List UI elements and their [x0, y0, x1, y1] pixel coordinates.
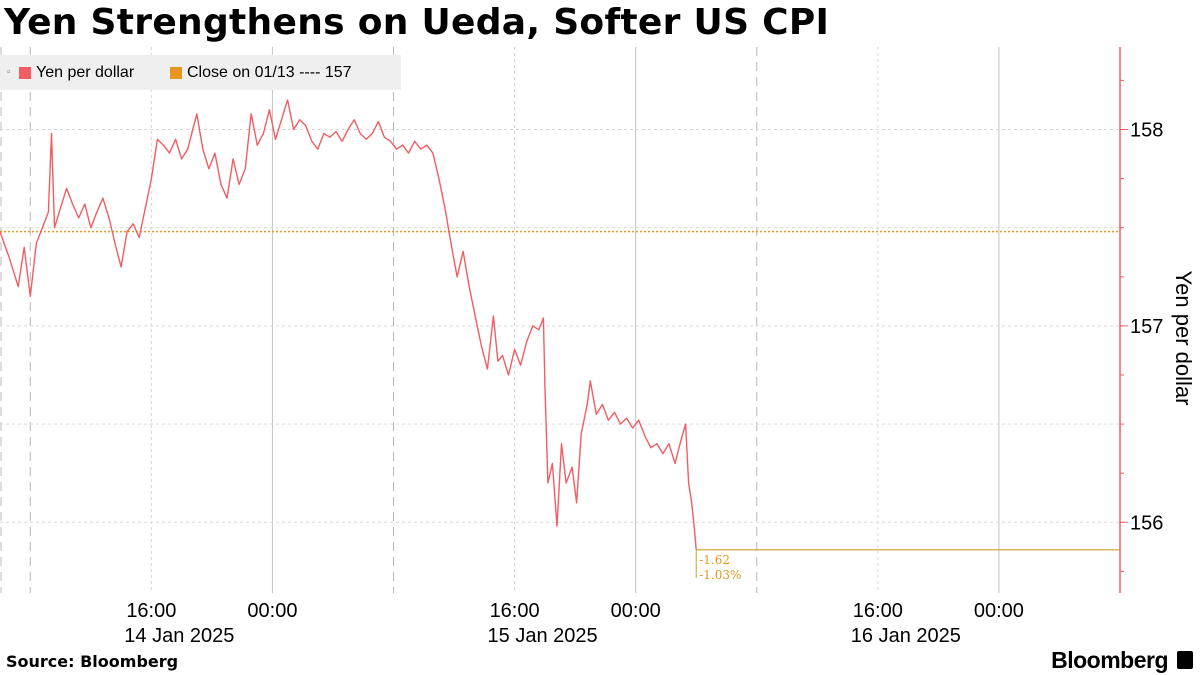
- legend: ▫ Yen per dollar Close on 01/13 ---- 157: [0, 55, 401, 90]
- x-tick-label: 00:00: [247, 600, 297, 622]
- x-date-label: 16 Jan 2025: [851, 625, 961, 647]
- legend-label-close: Close on 01/13 ---- 157: [187, 64, 352, 81]
- bloomberg-terminal-icon: [1177, 651, 1193, 669]
- x-tick-label: 00:00: [611, 600, 661, 622]
- x-tick-label: 16:00: [853, 600, 903, 622]
- x-axis: 16:00 14 Jan 2025 00:00 16:00 15 Jan 2025 00:…: [124, 600, 1024, 647]
- legend-label-yen: Yen per dollar: [36, 64, 135, 81]
- y-tick-label: 156: [1130, 512, 1163, 534]
- change-label: -1.03%: [699, 568, 741, 582]
- y-axis: 156 157 158: [1119, 47, 1163, 593]
- legend-item-yen: Yen per dollar: [19, 63, 134, 83]
- legend-item-close: Close on 01/13 ---- 157: [170, 63, 352, 83]
- x-date-label: 14 Jan 2025: [124, 625, 234, 647]
- change-labels: -1.62-1.03%: [695, 549, 741, 582]
- source-note: Source: Bloomberg: [6, 652, 179, 671]
- brand-logo: Bloomberg: [1051, 647, 1168, 673]
- x-tick-label: 16:00: [490, 600, 540, 622]
- legend-swatch-yen: [19, 67, 31, 79]
- change-label: -1.62: [699, 553, 730, 567]
- x-tick-label: 16:00: [126, 600, 176, 622]
- x-tick-label: 00:00: [974, 600, 1024, 622]
- series-line-yen-per-dollar: [0, 99, 697, 550]
- y-tick-label: 157: [1130, 316, 1163, 338]
- pin-icon: ▫: [7, 67, 11, 78]
- y-tick-label: 158: [1130, 119, 1163, 141]
- chart-title: Yen Strengthens on Ueda, Softer US CPI: [4, 2, 830, 43]
- gridlines: [0, 47, 1121, 593]
- y-axis-label: Yen per dollar: [1171, 271, 1196, 406]
- x-date-label: 15 Jan 2025: [488, 625, 598, 647]
- legend-swatch-close: [170, 67, 182, 79]
